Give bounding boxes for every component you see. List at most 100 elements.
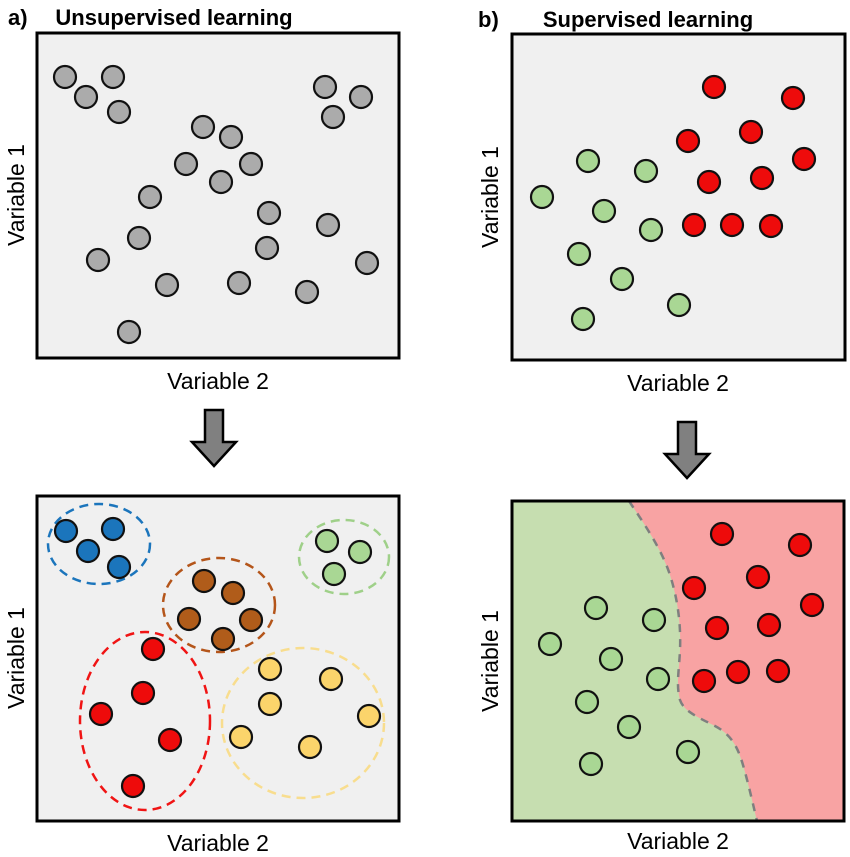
- panel-d-xlabel: Variable 2: [627, 828, 729, 854]
- down-arrow-a: [189, 408, 239, 468]
- panel-a-label: a): [8, 5, 28, 30]
- data-point-class-green: [675, 739, 701, 765]
- data-point-cluster-yellow: [257, 691, 283, 717]
- data-point-class-green: [583, 595, 609, 621]
- data-point-class-red: [780, 85, 806, 111]
- data-point-cluster-green: [347, 539, 373, 565]
- data-point-cluster-blue: [106, 554, 132, 580]
- data-point-unlabeled-points: [73, 84, 99, 110]
- data-point-class-green: [578, 751, 604, 777]
- data-point-cluster-blue: [100, 516, 126, 542]
- data-point-unlabeled-points: [226, 270, 252, 296]
- cluster-brown-ring: [161, 556, 277, 654]
- data-point-class-red: [765, 658, 791, 684]
- data-point-unlabeled-points: [312, 74, 338, 100]
- data-point-unlabeled-points: [238, 151, 264, 177]
- data-point-class-green: [641, 607, 667, 633]
- data-point-class-green: [598, 646, 624, 672]
- panel-a-ylabel: Variable 1: [3, 144, 29, 246]
- panel-a-xlabel: Variable 2: [167, 368, 269, 394]
- cluster-blue-ring: [46, 502, 152, 586]
- data-point-class-green: [666, 292, 692, 318]
- data-point-class-red: [749, 165, 775, 191]
- data-point-unlabeled-points: [52, 64, 78, 90]
- data-point-cluster-brown: [238, 607, 264, 633]
- data-point-cluster-red: [120, 773, 146, 799]
- data-point-class-red: [787, 532, 813, 558]
- data-point-unlabeled-points: [294, 279, 320, 305]
- data-point-cluster-red: [157, 727, 183, 753]
- data-point-cluster-yellow: [318, 666, 344, 692]
- data-point-class-green: [529, 184, 555, 210]
- data-point-cluster-red: [140, 636, 166, 662]
- labeled-scatter: [529, 74, 817, 332]
- data-point-class-green: [609, 266, 635, 292]
- data-point-cluster-brown: [191, 568, 217, 594]
- data-point-class-red: [696, 169, 722, 195]
- data-point-class-red: [704, 615, 730, 641]
- data-point-class-green: [645, 666, 671, 692]
- data-point-class-green: [616, 714, 642, 740]
- data-point-unlabeled-points: [315, 212, 341, 238]
- data-point-unlabeled-points: [320, 104, 346, 130]
- data-point-class-red: [791, 146, 817, 172]
- data-point-unlabeled-points: [354, 250, 380, 276]
- data-point-unlabeled-points: [100, 64, 126, 90]
- data-point-class-green: [638, 217, 664, 243]
- clustered-scatter: [46, 502, 391, 812]
- data-point-cluster-brown: [176, 606, 202, 632]
- data-point-class-green: [566, 241, 592, 267]
- data-point-cluster-yellow: [356, 703, 382, 729]
- data-point-cluster-yellow: [297, 734, 323, 760]
- data-point-class-red: [799, 592, 825, 618]
- data-point-unlabeled-points: [190, 114, 216, 140]
- data-point-class-red: [701, 74, 727, 100]
- data-point-unlabeled-points: [208, 169, 234, 195]
- data-point-class-red: [719, 212, 745, 238]
- data-point-class-green: [570, 306, 596, 332]
- cluster-yellow-ring: [220, 646, 386, 800]
- data-point-cluster-yellow: [257, 656, 283, 682]
- region-green: [512, 501, 757, 821]
- data-point-cluster-brown: [220, 580, 246, 606]
- data-point-cluster-blue: [75, 538, 101, 564]
- unlabeled-scatter: [52, 64, 380, 345]
- panel-c-xlabel: Variable 2: [167, 830, 269, 856]
- data-point-class-green: [575, 148, 601, 174]
- data-point-unlabeled-points: [85, 247, 111, 273]
- data-point-class-green: [633, 158, 659, 184]
- data-point-class-red: [725, 659, 751, 685]
- panel-b-label: b): [478, 7, 499, 32]
- cluster-green-ring: [297, 518, 391, 596]
- panel-b-ylabel: Variable 1: [477, 146, 503, 248]
- data-point-unlabeled-points: [348, 84, 374, 110]
- data-point-class-red: [681, 212, 707, 238]
- data-point-unlabeled-points: [106, 99, 132, 125]
- data-point-unlabeled-points: [126, 225, 152, 251]
- data-point-unlabeled-points: [154, 272, 180, 298]
- panel-a-box: [35, 31, 401, 360]
- panel-b-xlabel: Variable 2: [627, 370, 729, 396]
- data-point-class-red: [758, 213, 784, 239]
- data-point-unlabeled-points: [256, 200, 282, 226]
- panel-d-ylabel: Variable 1: [477, 610, 503, 712]
- classified-scatter: [512, 500, 844, 822]
- data-point-class-red: [738, 119, 764, 145]
- data-point-unlabeled-points: [173, 151, 199, 177]
- data-point-cluster-yellow: [228, 724, 254, 750]
- data-point-class-red: [709, 521, 735, 547]
- data-point-class-red: [681, 575, 707, 601]
- data-point-class-green: [574, 689, 600, 715]
- data-point-cluster-brown: [210, 626, 236, 652]
- panel-d-box: [510, 499, 846, 823]
- data-point-class-green: [537, 631, 563, 657]
- data-point-class-green: [591, 198, 617, 224]
- data-point-unlabeled-points: [254, 235, 280, 261]
- data-point-class-red: [756, 612, 782, 638]
- data-point-unlabeled-points: [116, 319, 142, 345]
- data-point-unlabeled-points: [137, 184, 163, 210]
- data-point-cluster-blue: [53, 518, 79, 544]
- data-point-unlabeled-points: [218, 124, 244, 150]
- panel-a-title: Unsupervised learning: [55, 5, 292, 30]
